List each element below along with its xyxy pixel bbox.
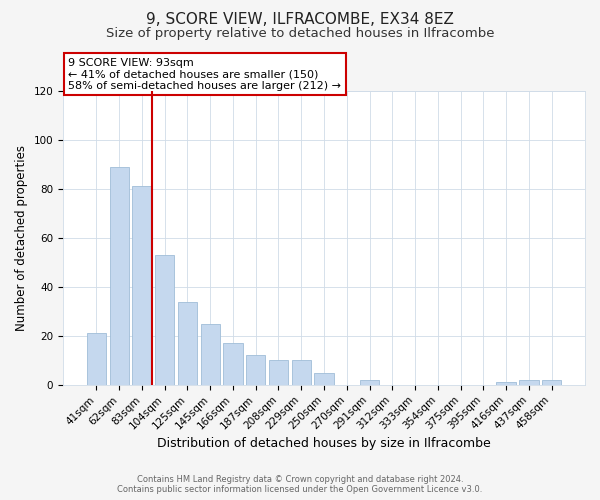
- X-axis label: Distribution of detached houses by size in Ilfracombe: Distribution of detached houses by size …: [157, 437, 491, 450]
- Text: 9 SCORE VIEW: 93sqm
← 41% of detached houses are smaller (150)
58% of semi-detac: 9 SCORE VIEW: 93sqm ← 41% of detached ho…: [68, 58, 341, 90]
- Text: 9, SCORE VIEW, ILFRACOMBE, EX34 8EZ: 9, SCORE VIEW, ILFRACOMBE, EX34 8EZ: [146, 12, 454, 28]
- Bar: [360, 380, 379, 385]
- Bar: [314, 372, 334, 385]
- Bar: [542, 380, 561, 385]
- Bar: [110, 166, 129, 385]
- Bar: [200, 324, 220, 385]
- Bar: [132, 186, 152, 385]
- Y-axis label: Number of detached properties: Number of detached properties: [15, 145, 28, 331]
- Bar: [292, 360, 311, 385]
- Bar: [87, 334, 106, 385]
- Bar: [519, 380, 539, 385]
- Bar: [223, 343, 242, 385]
- Text: Contains HM Land Registry data © Crown copyright and database right 2024.
Contai: Contains HM Land Registry data © Crown c…: [118, 474, 482, 494]
- Bar: [269, 360, 288, 385]
- Text: Size of property relative to detached houses in Ilfracombe: Size of property relative to detached ho…: [106, 28, 494, 40]
- Bar: [155, 255, 175, 385]
- Bar: [246, 356, 265, 385]
- Bar: [496, 382, 516, 385]
- Bar: [178, 302, 197, 385]
